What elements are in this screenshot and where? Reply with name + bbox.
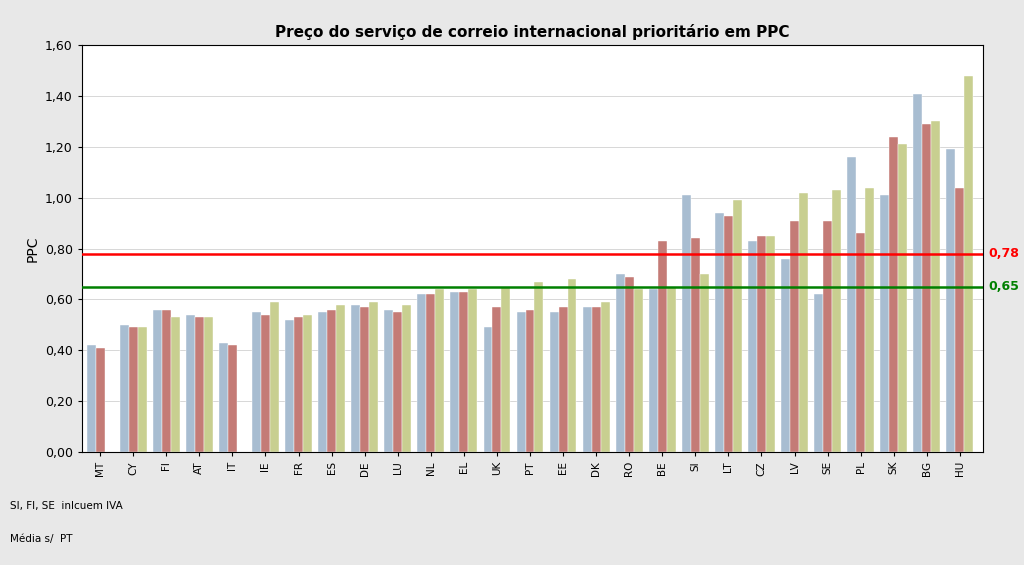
Bar [913, 94, 923, 452]
Bar [120, 325, 129, 452]
Bar [162, 310, 171, 452]
Bar [435, 289, 444, 452]
Bar [625, 277, 634, 452]
Bar [327, 310, 336, 452]
Bar [204, 318, 213, 452]
Bar [294, 318, 303, 452]
Bar [691, 238, 699, 452]
Bar [460, 292, 468, 452]
Bar [318, 312, 327, 452]
Bar [153, 310, 162, 452]
Bar [516, 312, 525, 452]
Bar [923, 124, 931, 452]
Bar [814, 294, 823, 452]
Bar [567, 279, 577, 452]
Bar [715, 213, 724, 452]
Bar [228, 345, 237, 452]
Bar [95, 348, 104, 452]
Bar [724, 216, 733, 452]
Text: SI, FI, SE  inlcuem IVA: SI, FI, SE inlcuem IVA [10, 501, 123, 511]
Bar [195, 318, 204, 452]
Bar [889, 137, 898, 452]
Bar [965, 76, 973, 452]
Bar [336, 305, 345, 452]
Bar [657, 241, 667, 452]
Bar [583, 307, 592, 452]
Text: 0,78: 0,78 [988, 247, 1019, 260]
Bar [129, 328, 137, 452]
Text: 0,65: 0,65 [988, 280, 1019, 293]
Bar [87, 345, 95, 452]
Bar [493, 307, 502, 452]
Bar [946, 150, 955, 452]
Bar [559, 307, 567, 452]
Bar [535, 282, 544, 452]
Bar [384, 310, 393, 452]
Bar [757, 236, 766, 452]
Bar [369, 302, 378, 452]
Bar [615, 274, 625, 452]
Bar [667, 287, 676, 452]
Bar [186, 315, 195, 452]
Bar [847, 157, 856, 452]
Bar [749, 241, 757, 452]
Bar [393, 312, 402, 452]
Bar [303, 315, 312, 452]
Bar [525, 310, 535, 452]
Bar [833, 190, 841, 452]
Bar [931, 121, 940, 452]
Bar [955, 188, 965, 452]
Bar [799, 193, 808, 452]
Bar [898, 145, 907, 452]
Bar [426, 294, 435, 452]
Bar [601, 302, 609, 452]
Bar [285, 320, 294, 452]
Bar [699, 274, 709, 452]
Bar [171, 318, 179, 452]
Bar [351, 305, 360, 452]
Bar [550, 312, 559, 452]
Bar [261, 315, 270, 452]
Bar [649, 289, 657, 452]
Bar [823, 221, 833, 452]
Bar [483, 328, 493, 452]
Bar [219, 342, 228, 452]
Text: Média s/  PT: Média s/ PT [10, 534, 73, 545]
Y-axis label: PPC: PPC [26, 236, 39, 262]
Bar [592, 307, 601, 452]
Bar [468, 289, 477, 452]
Bar [682, 195, 691, 452]
Bar [418, 294, 426, 452]
Bar [634, 289, 643, 452]
Bar [781, 259, 791, 452]
Bar [856, 233, 865, 452]
Bar [270, 302, 279, 452]
Bar [502, 287, 510, 452]
Bar [766, 236, 775, 452]
Bar [865, 188, 874, 452]
Bar [733, 201, 741, 452]
Bar [402, 305, 411, 452]
Bar [252, 312, 261, 452]
Title: Preço do serviço de correio internacional prioritário em PPC: Preço do serviço de correio internaciona… [275, 24, 790, 40]
Bar [360, 307, 369, 452]
Bar [137, 328, 146, 452]
Bar [451, 292, 460, 452]
Bar [791, 221, 799, 452]
Bar [881, 195, 889, 452]
